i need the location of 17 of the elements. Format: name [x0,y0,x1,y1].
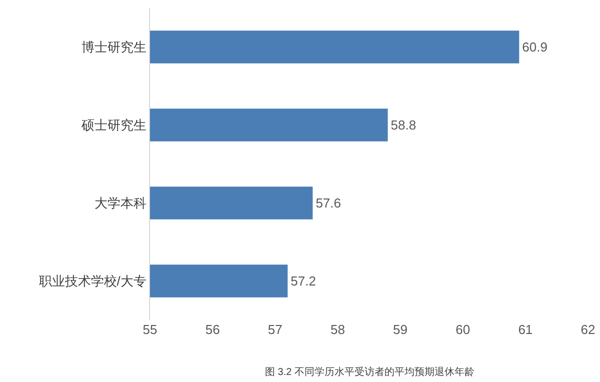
y-tick-label: 大学本科 [94,196,146,211]
x-tick-label: 59 [393,322,408,337]
data-label: 58.8 [390,118,416,132]
caption: 图 3.2 不同学历水平受访者的平均预期退休年龄 [265,366,474,378]
x-tick-label: 60 [456,322,470,337]
x-tick-label: 57 [268,322,282,337]
data-label: 57.2 [290,274,316,288]
x-tick-label: 55 [142,322,158,337]
y-tick-label: 博士研究生 [81,40,146,55]
data-label: 57.6 [316,196,342,210]
x-tick-label: 58 [330,322,345,337]
x-tick-label: 61 [518,322,533,337]
y-tick-label: 职业技术学校/大专 [38,274,146,289]
data-label: 60.9 [522,40,548,54]
x-tick-label: 62 [580,322,596,337]
y-tick-label: 硕士研究生 [80,118,146,133]
x-tick-label: 56 [205,322,220,337]
